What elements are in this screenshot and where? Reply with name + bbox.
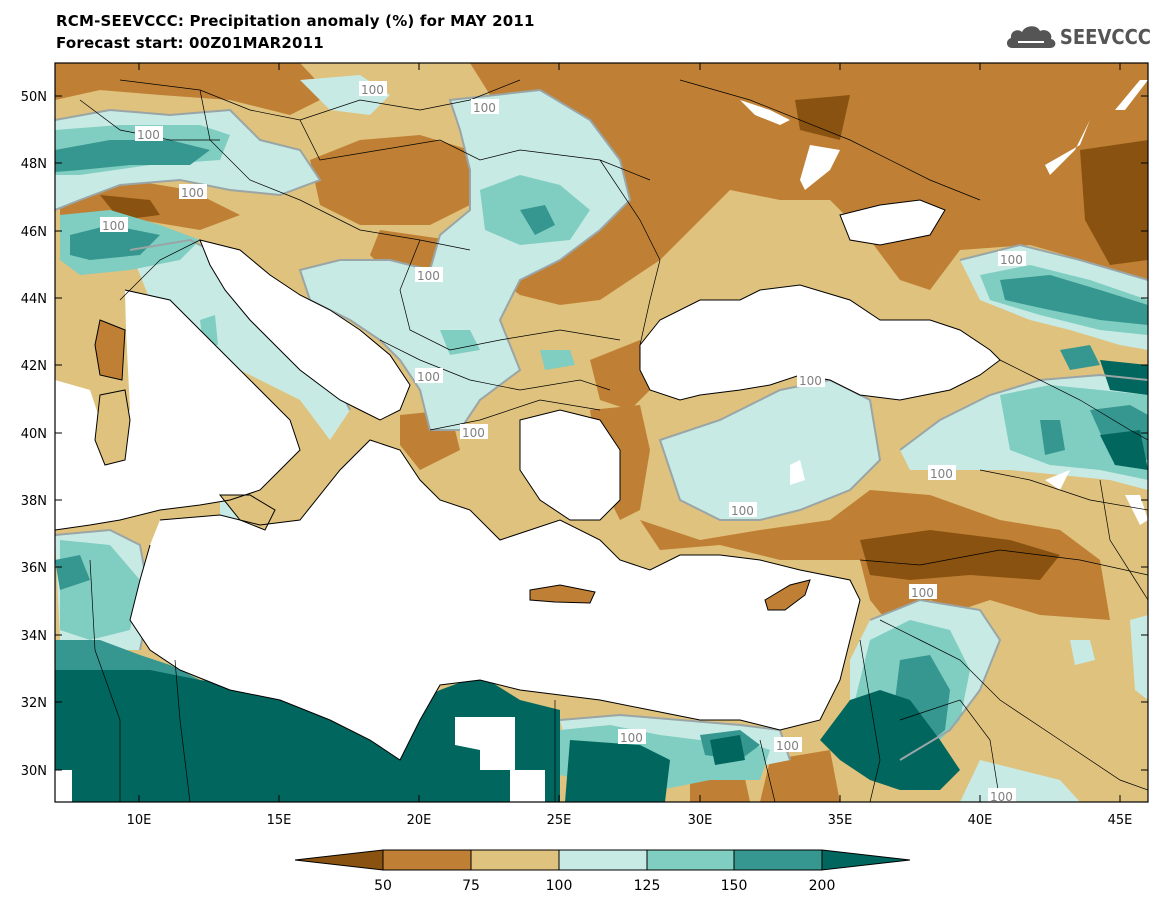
adriatic-sea (200, 240, 410, 420)
colorbar-label: 100 (546, 878, 573, 894)
contour-label: 100 (911, 586, 934, 600)
lat-tick-label: 42N (21, 359, 47, 374)
coastlines-borders (55, 199, 1001, 761)
lat-tick-label: 32N (21, 696, 47, 711)
islands (95, 390, 810, 610)
contour-label: 100 (181, 186, 204, 200)
crete (530, 585, 595, 603)
forecast-start-subtitle: Forecast start: 00Z01MAR2011 (56, 34, 324, 52)
lat-tick-label: 48N (21, 157, 47, 172)
sicily (220, 495, 275, 530)
contour-label: 100 (776, 739, 799, 753)
chart-title: RCM-SEEVCCC: Precipitation anomaly (%) f… (56, 12, 535, 30)
sea-of-azov (840, 200, 945, 245)
aegean-sea (520, 410, 620, 520)
colorbar-labels: 50 75 100 125 150 200 (374, 878, 835, 894)
lon-tick-label: 15E (267, 813, 292, 828)
colorbar-label: 50 (374, 878, 392, 894)
logo-text: SEEVCCC (1059, 25, 1151, 49)
masked-area-ukraine-2 (800, 145, 840, 190)
lon-tick-label: 20E (407, 813, 432, 828)
colorbar-segment (646, 849, 735, 871)
colorbar-label: 125 (634, 878, 661, 894)
anomaly-above-200-areas (55, 360, 1148, 802)
contour-label: 100 (620, 731, 643, 745)
contour-label: 100 (930, 467, 953, 481)
masked-area-iran (1125, 495, 1148, 525)
cyprus (765, 580, 810, 610)
colorbar-segment (558, 849, 648, 871)
masked-area-anatolia (790, 460, 805, 485)
tyrrhenian-sea (55, 290, 300, 530)
lat-tick-label: 38N (21, 494, 47, 509)
contour-label: 100 (102, 219, 125, 233)
lon-tick-label: 35E (828, 813, 853, 828)
lat-tick-label: 50N (21, 90, 47, 105)
seevccc-logo: SEEVCCC (1004, 22, 1151, 52)
masked-area-russia-2 (1115, 80, 1148, 110)
lon-tick-label: 25E (547, 813, 572, 828)
contour-label: 100 (361, 83, 384, 97)
contour-label: 100 (731, 504, 754, 518)
lat-tick-label: 40N (21, 427, 47, 442)
lat-tick-label: 34N (21, 629, 47, 644)
masked-area-libya (455, 717, 545, 802)
colorbar-label: 75 (462, 878, 480, 894)
colorbar-segment (470, 849, 560, 871)
latitude-axis: 30N 32N 34N 36N 38N 40N 42N 44N 46N 48N … (21, 90, 1148, 779)
contour-label: 100 (417, 370, 440, 384)
contour-label: 100 (1000, 253, 1023, 267)
lon-tick-label: 40E (968, 813, 993, 828)
colorbar-segment (294, 849, 384, 871)
masked-area-west (55, 770, 72, 802)
colorbar-segment (821, 849, 911, 871)
longitude-axis: 10E 15E 20E 25E 30E 35E 40E 45E (127, 63, 1133, 828)
lon-tick-label: 30E (688, 813, 713, 828)
lat-tick-label: 36N (21, 561, 47, 576)
sea-mask (55, 80, 1148, 802)
lon-tick-label: 10E (127, 813, 152, 828)
lon-tick-label: 45E (1108, 813, 1133, 828)
contour-label: 100 (473, 101, 496, 115)
masked-area-russia (1045, 120, 1090, 175)
masked-area-turkey (1045, 470, 1070, 490)
contour-label: 100 (799, 374, 822, 388)
lat-tick-label: 44N (21, 292, 47, 307)
contour-label: 100 (990, 790, 1013, 804)
map-field: 100 100 100 100 100 100 100 100 100 100 … (55, 63, 1148, 804)
colorbar-segment (733, 849, 823, 871)
contour-label: 100 (137, 128, 160, 142)
contour-label: 100 (417, 269, 440, 283)
colorbar (294, 849, 911, 871)
colorbar-segment (382, 849, 472, 871)
lat-tick-label: 30N (21, 764, 47, 779)
black-sea (640, 285, 1000, 400)
contour-labels: 100 100 100 100 100 100 100 100 100 100 … (100, 81, 1026, 804)
colorbar-label: 150 (721, 878, 748, 894)
lat-tick-label: 46N (21, 225, 47, 240)
masked-area-ukraine (740, 100, 790, 125)
cloud-icon (1006, 26, 1056, 48)
mediterranean-sea (130, 440, 860, 760)
sardinia (95, 390, 130, 465)
colorbar-label: 200 (809, 878, 836, 894)
contour-label: 100 (462, 426, 485, 440)
